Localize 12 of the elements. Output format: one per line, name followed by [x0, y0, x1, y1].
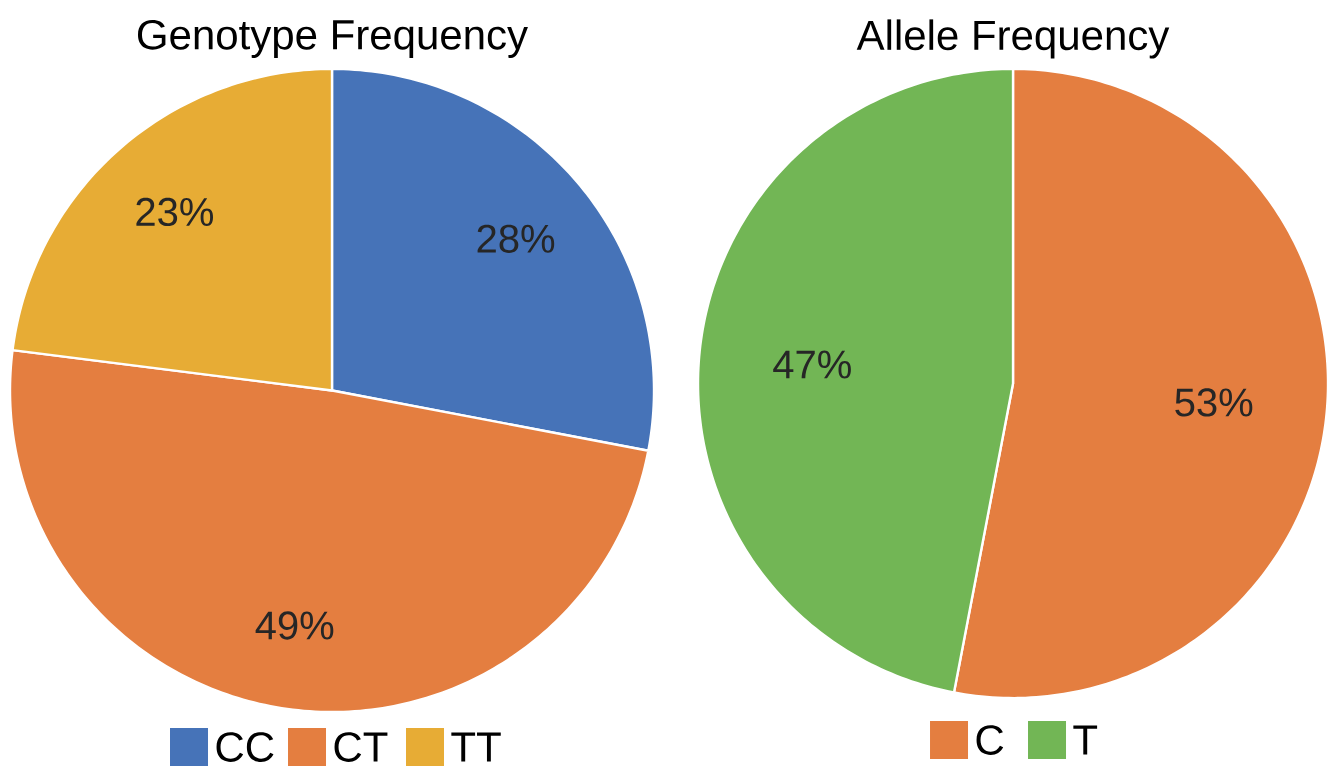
chart-title: Genotype Frequency — [137, 19, 528, 58]
legend-label: TT — [451, 732, 501, 762]
legend-label: CT — [334, 732, 388, 762]
data-label: 23% — [136, 197, 213, 227]
data-label: 47% — [773, 350, 851, 379]
chart-title: Allele Frequency — [856, 19, 1170, 59]
data-label: 53% — [1175, 388, 1253, 417]
data-label: 28% — [477, 224, 555, 253]
legend-label: C — [976, 725, 1004, 755]
legend-label: CC — [216, 732, 274, 762]
data-label: 49% — [255, 611, 334, 640]
legend-label: T — [1073, 725, 1098, 755]
